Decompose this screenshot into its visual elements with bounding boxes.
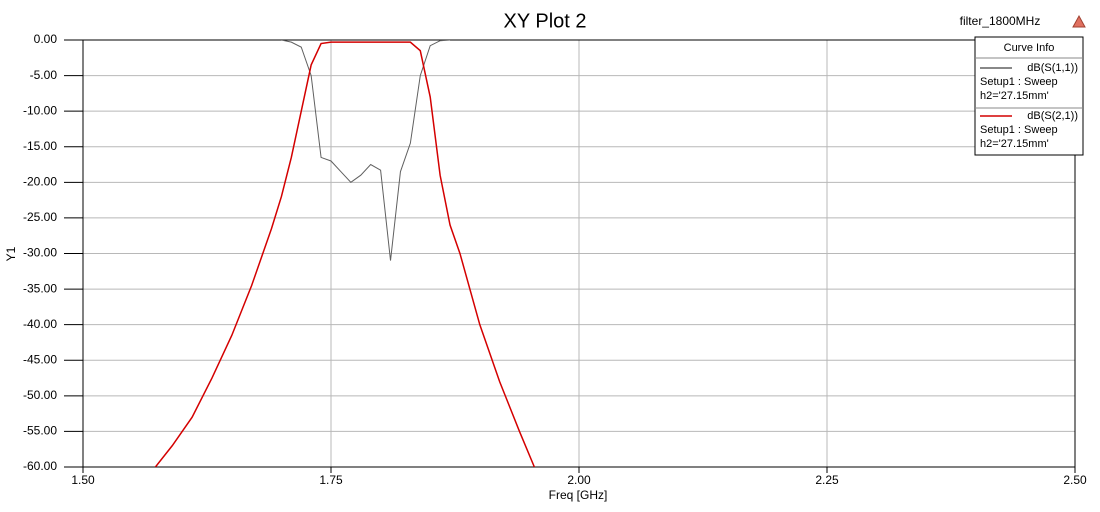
y-tick-label: -5.00: [30, 68, 58, 82]
y-tick-label: -10.00: [23, 103, 57, 117]
y-tick-label: -15.00: [23, 139, 57, 153]
y-tick-label: -25.00: [23, 210, 57, 224]
legend-title: Curve Info: [1004, 42, 1055, 54]
x-tick-label: 2.00: [567, 473, 591, 487]
y-tick-label: -40.00: [23, 317, 57, 331]
y-tick-label: -55.00: [23, 424, 57, 438]
x-tick-label: 1.50: [71, 473, 95, 487]
legend-box: [974, 36, 1084, 156]
legend-entry: dB(S(2,1)): [1027, 110, 1078, 122]
x-tick-label: 2.50: [1063, 473, 1087, 487]
y-tick-label: -60.00: [23, 459, 57, 473]
y-tick-label: 0.00: [34, 32, 58, 46]
x-tick-label: 1.75: [319, 473, 343, 487]
design-name: filter_1800MHz: [960, 14, 1041, 28]
y-tick-label: -50.00: [23, 388, 57, 402]
y-tick-label: -30.00: [23, 246, 57, 260]
legend-variation: h2='27.15mm': [980, 138, 1049, 150]
legend-variation: h2='27.15mm': [980, 90, 1049, 102]
series-layer: [154, 40, 536, 467]
legend-setup: Setup1 : Sweep: [980, 76, 1058, 88]
grid: [82, 39, 1076, 468]
y-tick-label: -20.00: [23, 175, 57, 189]
legend-setup: Setup1 : Sweep: [980, 124, 1058, 136]
y-axis-label: Y1: [4, 246, 18, 261]
x-axis-label: Freq [GHz]: [549, 488, 608, 502]
design-icon[interactable]: [1072, 14, 1086, 28]
legend-entry: dB(S(1,1)): [1027, 62, 1078, 74]
y-tick-label: -35.00: [23, 281, 57, 295]
x-tick-label: 2.25: [815, 473, 839, 487]
series-line: [154, 41, 536, 467]
chart-title: XY Plot 2: [503, 10, 586, 32]
legend[interactable]: Curve Info dB(S(1,1)) Setup1 : Sweep h2='2…: [974, 36, 1084, 156]
y-tick-label: -45.00: [23, 352, 57, 366]
